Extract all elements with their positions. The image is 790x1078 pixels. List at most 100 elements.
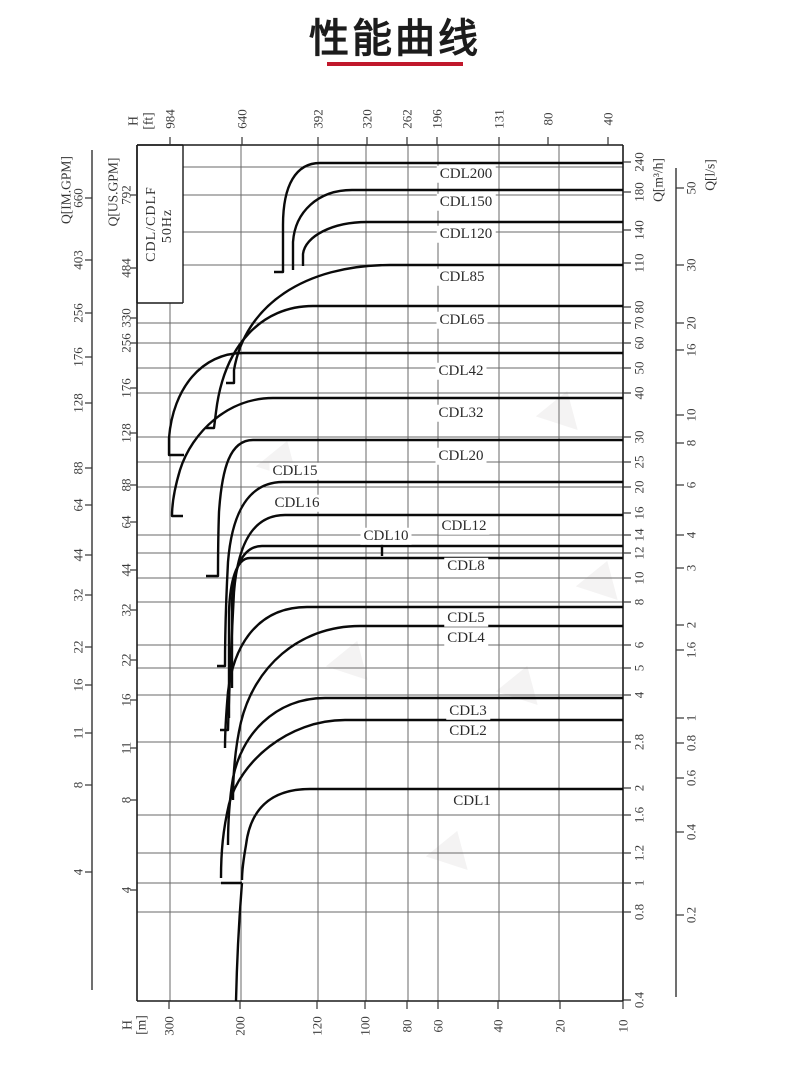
curve-label-CDL20: CDL20 [435, 447, 487, 465]
bottom-head-m-tick-label: 10 [615, 1019, 631, 1033]
flow-imperial-gpm-tick-label: 660 [70, 188, 86, 208]
flow-m3h-tick-label: 240 [631, 152, 647, 172]
flow-imperial-gpm-tick-label: 32 [70, 588, 86, 602]
curve-label-CDL42: CDL42 [435, 362, 487, 380]
flow-m3h-tick-label: 140 [631, 220, 647, 240]
top-head-ft-tick-label: 984 [162, 109, 178, 129]
flow-us-gpm-tick-label: 330 [118, 308, 134, 328]
flow-imperial-gpm-tick-label: 16 [70, 678, 86, 692]
flow-ls-tick-label: 30 [683, 258, 699, 272]
flow-ls-tick-label: 3 [683, 564, 699, 572]
flow-imperial-gpm-tick-label: 64 [70, 498, 86, 512]
axis-title-flow-us-gpm: Q[US.GPM] [105, 157, 121, 227]
bottom-head-m-tick-label: 100 [357, 1016, 373, 1036]
curve-label-CDL1: CDL1 [450, 792, 494, 810]
curve-CDL1 [240, 787, 623, 881]
flow-ls-tick-label: 0.8 [683, 734, 699, 752]
axis-title-head-m-unit: [m] [133, 1015, 149, 1035]
curve-CDL150 [291, 188, 623, 270]
flow-m3h-tick-label: 1.2 [631, 844, 647, 862]
flow-imperial-gpm-tick-label: 403 [70, 250, 86, 270]
curve-label-CDL150: CDL150 [436, 193, 496, 211]
curve-CDL12 [230, 544, 623, 688]
flow-us-gpm-tick-label: 256 [118, 333, 134, 353]
curve-CDL120 [301, 220, 623, 266]
flow-m3h-tick-label: 2.8 [631, 733, 647, 751]
top-head-ft-tick-label: 392 [310, 109, 326, 129]
bottom-head-m-tick-label: 40 [490, 1019, 506, 1033]
flow-imperial-gpm-tick-label: 22 [70, 640, 86, 654]
flow-us-gpm-tick-label: 176 [118, 378, 134, 398]
flow-ls-tick-label: 4 [683, 531, 699, 539]
curve-label-CDL12: CDL12 [438, 517, 490, 535]
flow-m3h-tick-label: 14 [631, 528, 647, 542]
curve-CDL8 [227, 556, 623, 718]
curve-label-CDL10: CDL10 [360, 527, 412, 545]
top-head-ft-tick-label: 262 [399, 109, 415, 129]
flow-m3h-tick-label: 110 [631, 253, 647, 273]
flow-ls-tick-label: 2 [683, 621, 699, 629]
flow-imperial-gpm-tick-label: 11 [70, 726, 86, 740]
flow-m3h-tick-label: 30 [631, 430, 647, 444]
bottom-head-m-tick-label: 300 [161, 1016, 177, 1036]
series-box-frequency: 50Hz [160, 208, 175, 244]
flow-us-gpm-tick-label: 4 [118, 886, 134, 894]
flow-us-gpm-tick-label: 16 [118, 693, 134, 707]
curve-label-CDL4: CDL4 [444, 629, 488, 647]
flow-ls-tick-label: 8 [683, 439, 699, 447]
flow-us-gpm-tick-label: 128 [118, 423, 134, 443]
top-head-ft-tick-label: 131 [491, 109, 507, 129]
flow-us-gpm-tick-label: 792 [118, 185, 134, 205]
axis-title-flow-m3h: Q[m³/h] [650, 158, 666, 202]
curve-label-CDL2: CDL2 [446, 722, 490, 740]
curve-label-CDL120: CDL120 [436, 225, 496, 243]
curve-CDL65 [206, 304, 623, 430]
curve-label-CDL85: CDL85 [436, 268, 488, 286]
axis-title-flow-im-gpm: Q[IM.GPM] [58, 156, 74, 224]
flow-ls-tick-label: 10 [683, 408, 699, 422]
curve-segment [234, 882, 244, 1002]
flow-m3h-tick-label: 50 [631, 361, 647, 375]
flow-m3h-tick-label: 10 [631, 571, 647, 585]
curve-CDL200 [274, 161, 623, 274]
flow-ls-tick-label: 0.2 [683, 906, 699, 924]
curve-CDL3 [226, 696, 623, 846]
curve-CDL5 [223, 605, 623, 749]
flow-m3h-tick-label: 12 [631, 546, 647, 560]
flow-m3h-tick-label: 20 [631, 480, 647, 494]
flow-m3h-tick-label: 1 [631, 879, 647, 887]
flow-us-gpm-tick-label: 32 [118, 603, 134, 617]
curve-label-CDL5: CDL5 [444, 609, 488, 627]
top-head-ft-tick-label: 640 [234, 109, 250, 129]
axis-title-head-ft-symbol: H [125, 116, 141, 126]
bottom-head-m-tick-label: 60 [430, 1019, 446, 1033]
curve-CDL15 [217, 480, 623, 668]
flow-imperial-gpm-tick-label: 176 [70, 347, 86, 367]
top-head-ft-tick-label: 320 [359, 109, 375, 129]
top-head-ft-tick-label: 196 [429, 109, 445, 129]
flow-m3h-tick-label: 0.8 [631, 903, 647, 921]
flow-m3h-tick-label: 80 [631, 300, 647, 314]
flow-us-gpm-tick-label: 8 [118, 796, 134, 804]
curve-CDL20 [206, 438, 623, 578]
flow-m3h-tick-label: 8 [631, 598, 647, 606]
flow-imperial-gpm-tick-label: 88 [70, 461, 86, 475]
flow-us-gpm-tick-label: 88 [118, 478, 134, 492]
flow-ls-tick-label: 16 [683, 343, 699, 357]
flow-ls-tick-label: 20 [683, 316, 699, 330]
curve-CDL2 [219, 718, 623, 879]
flow-ls-tick-label: 6 [683, 481, 699, 489]
page-title: 性能曲线 [309, 17, 481, 61]
curve-CDL85 [226, 263, 623, 385]
curve-label-CDL8: CDL8 [444, 557, 488, 575]
flow-m3h-tick-label: 25 [631, 455, 647, 469]
flow-m3h-tick-label: 6 [631, 641, 647, 649]
bottom-head-m-tick-label: 80 [399, 1019, 415, 1033]
flow-imperial-gpm-tick-label: 128 [70, 393, 86, 413]
curve-CDL42 [167, 351, 623, 457]
flow-us-gpm-tick-label: 22 [118, 653, 134, 667]
flow-imperial-gpm-tick-label: 44 [70, 548, 86, 562]
title-underline [327, 62, 463, 66]
series-box-model-range: CDL/CDLF [144, 186, 159, 262]
